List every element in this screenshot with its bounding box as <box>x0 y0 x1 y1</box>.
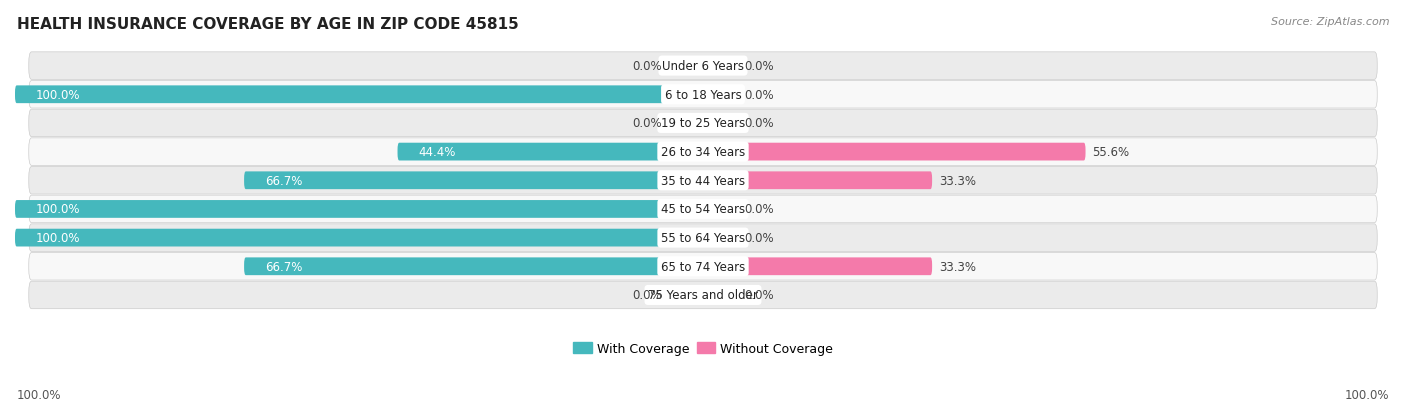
Text: 0.0%: 0.0% <box>744 88 773 102</box>
Text: 55 to 64 Years: 55 to 64 Years <box>661 232 745 244</box>
Text: 0.0%: 0.0% <box>744 289 773 302</box>
FancyBboxPatch shape <box>28 282 1378 309</box>
FancyBboxPatch shape <box>15 229 703 247</box>
Text: 0.0%: 0.0% <box>633 289 662 302</box>
FancyBboxPatch shape <box>703 201 737 218</box>
Text: 0.0%: 0.0% <box>633 60 662 73</box>
Text: 35 to 44 Years: 35 to 44 Years <box>661 174 745 188</box>
Text: 0.0%: 0.0% <box>633 117 662 130</box>
FancyBboxPatch shape <box>703 229 737 247</box>
FancyBboxPatch shape <box>703 115 737 133</box>
Text: 45 to 54 Years: 45 to 54 Years <box>661 203 745 216</box>
Text: 100.0%: 100.0% <box>35 88 80 102</box>
FancyBboxPatch shape <box>28 167 1378 195</box>
Text: 0.0%: 0.0% <box>744 232 773 244</box>
FancyBboxPatch shape <box>703 86 737 104</box>
FancyBboxPatch shape <box>669 286 703 304</box>
FancyBboxPatch shape <box>703 286 737 304</box>
FancyBboxPatch shape <box>703 143 1085 161</box>
Text: 75 Years and older: 75 Years and older <box>648 289 758 302</box>
FancyBboxPatch shape <box>245 258 703 275</box>
FancyBboxPatch shape <box>703 172 932 190</box>
FancyBboxPatch shape <box>28 53 1378 80</box>
Text: 55.6%: 55.6% <box>1092 146 1129 159</box>
Text: 100.0%: 100.0% <box>35 203 80 216</box>
Text: 33.3%: 33.3% <box>939 260 976 273</box>
FancyBboxPatch shape <box>398 143 703 161</box>
Text: 100.0%: 100.0% <box>1344 388 1389 401</box>
Text: 66.7%: 66.7% <box>264 174 302 188</box>
Text: 100.0%: 100.0% <box>17 388 62 401</box>
FancyBboxPatch shape <box>28 224 1378 252</box>
Text: Under 6 Years: Under 6 Years <box>662 60 744 73</box>
Text: 19 to 25 Years: 19 to 25 Years <box>661 117 745 130</box>
Text: 6 to 18 Years: 6 to 18 Years <box>665 88 741 102</box>
Text: 66.7%: 66.7% <box>264 260 302 273</box>
Text: 0.0%: 0.0% <box>744 203 773 216</box>
Text: Source: ZipAtlas.com: Source: ZipAtlas.com <box>1271 17 1389 26</box>
Text: 44.4%: 44.4% <box>418 146 456 159</box>
FancyBboxPatch shape <box>28 110 1378 138</box>
Text: 33.3%: 33.3% <box>939 174 976 188</box>
Text: 26 to 34 Years: 26 to 34 Years <box>661 146 745 159</box>
FancyBboxPatch shape <box>15 201 703 218</box>
FancyBboxPatch shape <box>28 138 1378 166</box>
Legend: With Coverage, Without Coverage: With Coverage, Without Coverage <box>568 337 838 360</box>
FancyBboxPatch shape <box>703 258 932 275</box>
Text: 65 to 74 Years: 65 to 74 Years <box>661 260 745 273</box>
FancyBboxPatch shape <box>28 81 1378 109</box>
FancyBboxPatch shape <box>28 253 1378 280</box>
Text: HEALTH INSURANCE COVERAGE BY AGE IN ZIP CODE 45815: HEALTH INSURANCE COVERAGE BY AGE IN ZIP … <box>17 17 519 31</box>
FancyBboxPatch shape <box>245 172 703 190</box>
FancyBboxPatch shape <box>669 57 703 75</box>
FancyBboxPatch shape <box>669 115 703 133</box>
FancyBboxPatch shape <box>15 86 703 104</box>
Text: 0.0%: 0.0% <box>744 60 773 73</box>
FancyBboxPatch shape <box>28 196 1378 223</box>
Text: 100.0%: 100.0% <box>35 232 80 244</box>
FancyBboxPatch shape <box>703 57 737 75</box>
Text: 0.0%: 0.0% <box>744 117 773 130</box>
